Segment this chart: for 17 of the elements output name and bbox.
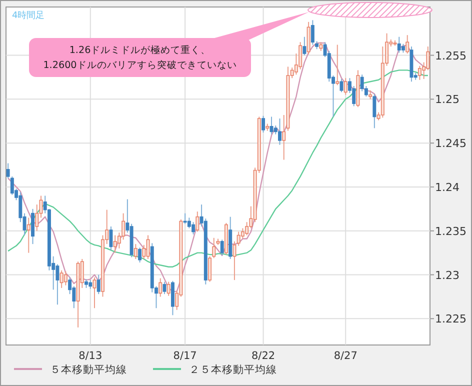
ytick: 1.235 bbox=[435, 224, 466, 238]
annotation: 4時間足 bbox=[12, 11, 45, 21]
xtick: 8/13 bbox=[78, 350, 102, 362]
ytick: 1.23 bbox=[435, 268, 460, 282]
ytick: 1.24 bbox=[435, 180, 460, 194]
xtick: 8/17 bbox=[173, 350, 197, 362]
legend-item: ２５本移動平均線 bbox=[153, 364, 277, 376]
legend-label: ２５本移動平均線 bbox=[189, 363, 277, 376]
legend-item: ５本移動平均線 bbox=[14, 364, 127, 376]
annotation: 1.26ドルミドルが極めて重く、 1.2600ドルのバリアすら突破できていない bbox=[43, 45, 237, 71]
xtick: 8/22 bbox=[251, 350, 276, 362]
xtick: 8/27 bbox=[334, 350, 358, 362]
ytick: 1.255 bbox=[435, 49, 466, 62]
ytick: 1.245 bbox=[435, 137, 466, 150]
legend-label: ５本移動平均線 bbox=[50, 363, 127, 376]
ytick: 1.25 bbox=[435, 93, 460, 106]
ytick: 1.225 bbox=[435, 312, 466, 326]
